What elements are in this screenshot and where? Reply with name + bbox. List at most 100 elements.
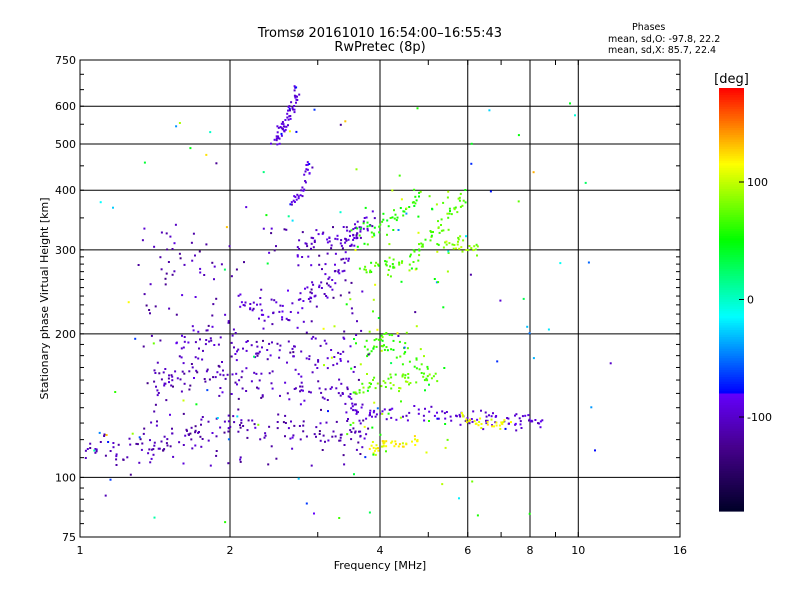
data-point: [413, 365, 416, 368]
data-point: [368, 330, 371, 333]
data-point: [365, 339, 368, 342]
data-point: [166, 248, 169, 251]
data-point: [231, 334, 234, 337]
data-point: [359, 363, 362, 366]
data-point: [347, 360, 350, 363]
data-point: [288, 130, 291, 133]
data-point: [404, 376, 406, 379]
data-point: [442, 306, 445, 309]
data-point: [387, 412, 390, 415]
data-point: [337, 269, 340, 272]
data-point: [242, 425, 245, 427]
data-point: [260, 372, 263, 375]
data-point: [215, 162, 218, 165]
data-point: [153, 245, 156, 248]
data-point: [270, 382, 273, 385]
data-point: [404, 351, 407, 354]
data-point: [409, 382, 412, 384]
data-point: [436, 411, 438, 414]
data-point: [379, 223, 382, 226]
colorbar-band: [719, 254, 744, 258]
data-point: [391, 407, 394, 410]
data-point: [330, 247, 333, 250]
data-point: [347, 238, 350, 241]
data-point: [156, 361, 159, 364]
colorbar-band: [719, 508, 744, 512]
data-point: [390, 387, 393, 390]
data-point: [500, 421, 503, 424]
data-point: [269, 354, 272, 357]
colorbar-band: [719, 339, 744, 343]
data-point: [385, 260, 388, 263]
data-point: [399, 355, 402, 358]
data-point: [352, 421, 355, 424]
data-point: [413, 250, 416, 253]
data-point: [211, 432, 214, 434]
data-point: [590, 406, 593, 409]
data-point: [331, 279, 334, 281]
data-point: [375, 338, 378, 341]
colorbar-band: [719, 417, 744, 420]
data-point: [171, 432, 174, 435]
data-point: [363, 345, 366, 348]
data-point: [459, 192, 462, 195]
data-point: [190, 241, 193, 244]
colorbar-band: [719, 231, 744, 235]
data-point: [163, 448, 166, 451]
data-point: [327, 277, 330, 280]
data-point: [350, 307, 353, 310]
data-point: [326, 238, 329, 241]
data-point: [256, 303, 258, 306]
data-point: [215, 450, 218, 452]
y-tick-label: 750: [55, 54, 76, 67]
colorbar-band: [719, 264, 744, 268]
data-point: [207, 324, 210, 327]
data-point: [330, 244, 333, 247]
data-point: [241, 370, 244, 373]
data-point: [492, 412, 494, 415]
data-point: [174, 370, 177, 373]
colorbar-band: [719, 221, 744, 225]
data-point: [253, 423, 256, 426]
data-point: [313, 108, 316, 111]
data-point: [229, 425, 232, 428]
data-point: [300, 375, 303, 378]
data-point: [448, 207, 451, 210]
data-point: [473, 420, 476, 423]
data-point: [372, 310, 374, 313]
data-point: [301, 195, 304, 198]
data-point: [400, 400, 402, 403]
data-point: [384, 263, 387, 266]
data-point: [340, 244, 343, 247]
data-point: [295, 101, 297, 104]
data-point: [141, 442, 144, 445]
colorbar-band: [719, 492, 744, 496]
data-point: [348, 291, 351, 294]
data-point: [322, 231, 325, 234]
data-point: [282, 421, 285, 424]
data-point: [142, 345, 145, 348]
data-point: [352, 228, 355, 231]
data-point: [362, 227, 365, 230]
data-point: [453, 244, 456, 246]
data-point: [280, 126, 283, 129]
data-point: [286, 112, 289, 115]
data-point: [360, 406, 363, 409]
colorbar-band: [719, 414, 744, 418]
data-point: [404, 374, 407, 377]
data-point: [404, 380, 407, 383]
data-point: [367, 427, 370, 430]
data-point: [234, 332, 237, 334]
data-point: [495, 421, 498, 424]
data-point: [205, 329, 208, 332]
data-point: [418, 249, 421, 252]
data-point: [449, 210, 451, 212]
data-point: [346, 388, 349, 391]
data-point: [464, 420, 467, 422]
data-point: [394, 373, 397, 376]
data-point: [187, 433, 190, 436]
data-point: [307, 255, 310, 258]
data-point: [215, 297, 218, 300]
data-point: [351, 405, 354, 408]
data-point: [506, 417, 509, 419]
